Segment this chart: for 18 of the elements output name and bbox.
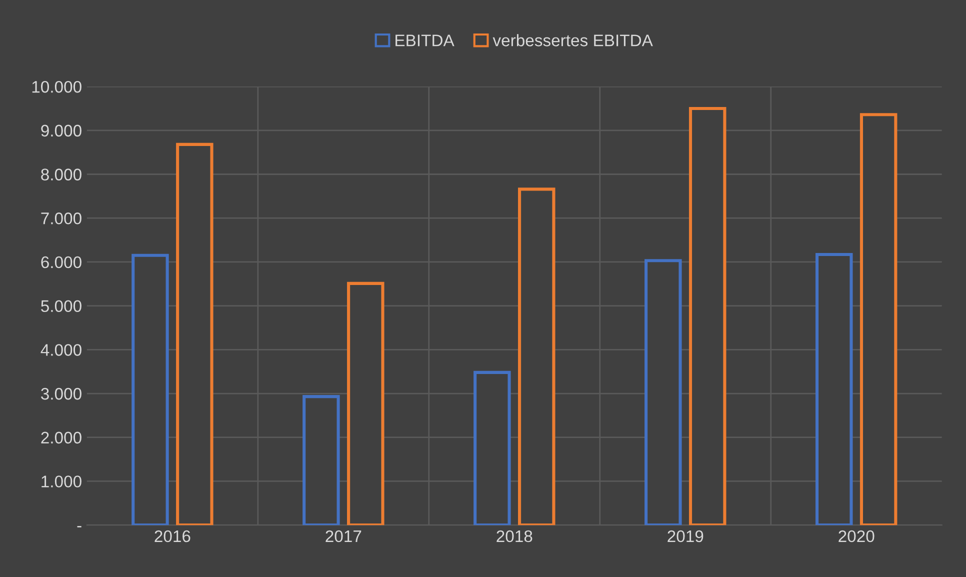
legend-label: verbessertes EBITDA bbox=[492, 34, 653, 46]
y-tick-label: 2.000 bbox=[41, 432, 82, 444]
y-tick-label: 9.000 bbox=[41, 124, 82, 137]
y-tick-label: 3.000 bbox=[41, 388, 82, 400]
y-tick-label: 7.000 bbox=[41, 212, 82, 224]
x-tick-label: 2019 bbox=[668, 530, 704, 542]
legend-label: EBITDA bbox=[396, 34, 454, 46]
y-tick-label: - bbox=[77, 526, 82, 528]
y-tick-label: 10.000 bbox=[32, 80, 82, 93]
y-tick-label: 5.000 bbox=[41, 300, 82, 312]
x-tick-label: 2016 bbox=[154, 530, 190, 542]
x-tick-label: 2020 bbox=[838, 530, 874, 542]
y-tick-label: 6.000 bbox=[41, 256, 82, 268]
y-tick-label: 4.000 bbox=[40, 344, 82, 356]
y-tick-label: 1.000 bbox=[42, 476, 82, 488]
x-tick-label: 2017 bbox=[326, 530, 362, 542]
y-tick-label: 8.000 bbox=[41, 168, 82, 180]
x-tick-label: 2018 bbox=[496, 530, 532, 542]
